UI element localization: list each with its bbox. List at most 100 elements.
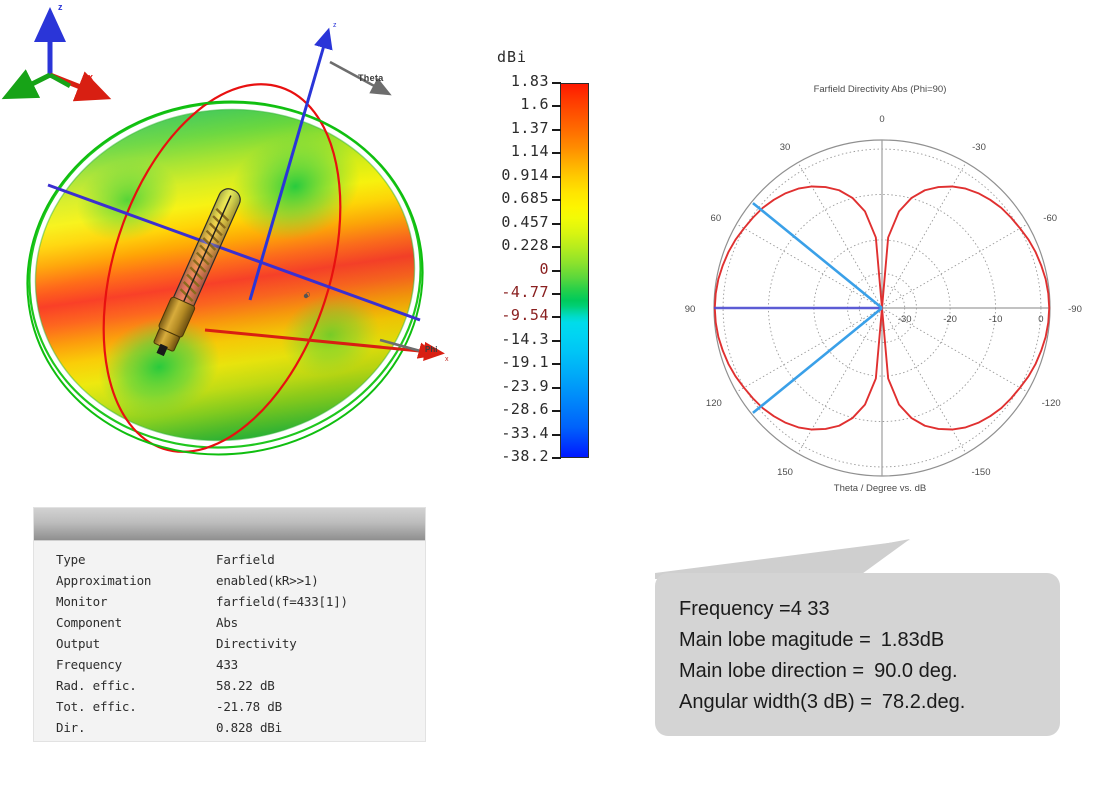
polar-angle-label: 0 <box>879 114 884 125</box>
legend-tick-label: -14.3 <box>501 330 549 348</box>
axis-triad-icon <box>1 7 112 102</box>
legend-tick-mark <box>552 246 561 248</box>
polar-plot-xlabel: Theta / Degree vs. dB <box>833 483 927 494</box>
callout-box: Frequency =4 33 Main lobe magitude = 1.83d… <box>655 573 1060 736</box>
legend-tick-mark <box>552 387 561 389</box>
z-axis-label: z <box>333 22 337 29</box>
polar-plot-svg: 0306090120150180-150-120-90-60-30-30-20-… <box>685 114 1082 478</box>
table-row: Type Farfield <box>56 549 425 570</box>
legend-tick-label: 0.457 <box>501 213 549 231</box>
table-row-key: Type <box>56 552 86 567</box>
callout-line-label: Frequency =4 33 <box>679 598 830 620</box>
table-row-key: Monitor <box>56 594 108 609</box>
legend-tick-label: -23.9 <box>501 377 549 395</box>
polar-grid-spoke <box>881 223 1028 309</box>
callout-line: Angular width(3 dB) = 78.2.deg. <box>679 687 1046 718</box>
result-table-header-bar <box>34 508 425 541</box>
legend-tick-label: -33.4 <box>501 424 549 442</box>
legend-tick-label: 1.14 <box>510 142 549 160</box>
polar-radial-label: 0 <box>1038 314 1043 325</box>
polar-angle-label: -30 <box>972 142 986 153</box>
legend-tick-label: 1.6 <box>520 95 549 113</box>
table-row: Component Abs <box>56 612 425 633</box>
table-row: Approximation enabled(kR>>1) <box>56 570 425 591</box>
callout-line-label: Angular width(3 dB) = <box>679 691 872 713</box>
polar-angle-label: -90 <box>1068 304 1082 315</box>
y-axis-line <box>47 183 421 322</box>
color-scale-legend: dBi 1.83 1.6 1.37 1.14 0.914 0.685 0.457 0.228 0… <box>455 40 605 480</box>
table-row-value: 58.22 dB <box>216 678 275 693</box>
legend-tick-label: 1.83 <box>510 72 549 90</box>
angular-width-marker <box>752 202 883 310</box>
polar-angle-label: 90 <box>685 304 696 315</box>
table-row-key: Approximation <box>56 573 152 588</box>
callout-pointer-icon <box>655 539 911 579</box>
polar-radial-label: -20 <box>943 314 957 325</box>
legend-tick-mark <box>552 316 561 318</box>
phi-arrow-icon <box>379 338 437 359</box>
callout-text-lines: Frequency =4 33 Main lobe magitude = 1.83d… <box>679 594 1046 718</box>
table-row-key: Component <box>56 615 122 630</box>
table-row-value: 0.828 dBi <box>216 720 282 735</box>
polar-angle-label: 120 <box>706 398 722 409</box>
polar-radial-label: -10 <box>989 314 1003 325</box>
legend-tick-mark <box>552 105 561 107</box>
polar-grid-spoke <box>797 307 883 454</box>
legend-tick-mark <box>552 457 561 459</box>
polar-angle-label: 30 <box>780 142 791 153</box>
legend-tick-mark <box>552 199 561 201</box>
x-axis-line <box>204 328 445 361</box>
polar-grid-spoke <box>881 162 967 309</box>
theta-arrow-icon <box>329 60 392 96</box>
polar-grid-spoke <box>736 223 883 309</box>
legend-tick-label: 0 <box>539 260 549 278</box>
callout-line-value: 90.0 deg. <box>874 660 958 682</box>
callout-line: Main lobe direction = 90.0 deg. <box>679 656 1046 687</box>
angular-width-marker <box>752 306 883 414</box>
callout-line-label: Main lobe direction = <box>679 660 865 682</box>
farfield-3d-panel: z x Theta Phi z x 0 <box>0 0 460 470</box>
table-row-value: Directivity <box>216 636 297 651</box>
annotation-callout: Frequency =4 33 Main lobe magitude = 1.83d… <box>655 539 1060 736</box>
polar-grid-spoke <box>736 307 883 393</box>
polar-grid-spoke <box>881 307 1028 393</box>
polar-angle-label: -120 <box>1042 398 1061 409</box>
polar-angle-label: 60 <box>711 213 722 224</box>
legend-tick-label: 0.914 <box>501 166 549 184</box>
legend-tick-mark <box>552 434 561 436</box>
farfield-result-table: Type Farfield Approximation enabled(kR>>1) M… <box>33 507 426 742</box>
phi-label: Phi <box>425 345 438 354</box>
callout-line-value: 78.2.deg. <box>881 691 966 713</box>
table-row-value: 433 <box>216 657 238 672</box>
origin-marker <box>303 293 309 299</box>
table-row: Tot. effic. -21.78 dB <box>56 696 425 717</box>
polar-angle-label: 150 <box>777 467 793 478</box>
table-row: Frequency 433 <box>56 654 425 675</box>
legend-tick-mark <box>552 410 561 412</box>
table-row-value: farfield(f=433[1]) <box>216 594 348 609</box>
polar-grid-spoke <box>797 162 883 309</box>
x-axis-label: x <box>445 356 449 363</box>
legend-tick-mark <box>552 152 561 154</box>
table-row-value: -21.78 dB <box>216 699 282 714</box>
legend-tick-mark <box>552 82 561 84</box>
origin-label: 0 <box>306 292 310 299</box>
antenna-model <box>153 188 241 357</box>
triad-z-label: z <box>58 2 63 12</box>
table-row-key: Output <box>56 636 100 651</box>
polar-angle-label: -150 <box>971 467 990 478</box>
polar-radial-label: -30 <box>898 314 912 325</box>
result-table-rows: Type Farfield Approximation enabled(kR>>1) M… <box>34 541 425 738</box>
legend-tick-mark <box>552 223 561 225</box>
farfield-3d-render <box>1 7 445 456</box>
triad-x-label: x <box>88 72 94 82</box>
polar-plot-panel: Farfield Directivity Abs (Phi=90) 0 30 60 9… <box>660 78 1100 498</box>
legend-tick-label: 1.37 <box>510 119 549 137</box>
legend-tick-mark <box>552 340 561 342</box>
table-row: Monitor farfield(f=433[1]) <box>56 591 425 612</box>
phi-plane-circle <box>26 100 424 456</box>
legend-tick-mark <box>552 363 561 365</box>
legend-tick-label: -38.2 <box>501 447 549 465</box>
table-row-value: Farfield <box>216 552 275 567</box>
legend-tick-label: -9.54 <box>501 306 549 324</box>
